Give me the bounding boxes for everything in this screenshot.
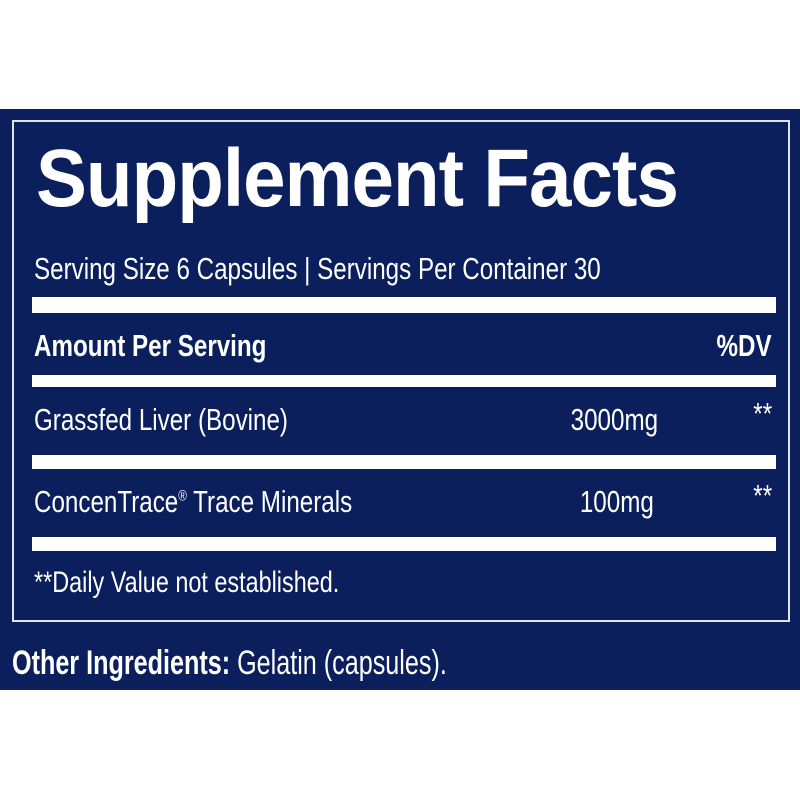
serving-info: Serving Size 6 Capsules | Servings Per C… — [34, 251, 601, 286]
ingredient-name: ConcenTrace® Trace Minerals — [34, 484, 353, 519]
page-title: Supplement Facts — [36, 133, 679, 224]
amount-per-serving-label: Amount Per Serving — [34, 328, 267, 363]
divider — [32, 537, 776, 551]
other-ingredients-label: Other Ingredients: — [12, 644, 231, 682]
divider — [32, 455, 776, 469]
ingredient-amount: 100mg — [580, 484, 654, 519]
footnote: **Daily Value not established. — [34, 566, 340, 599]
divider-thick — [32, 297, 776, 313]
divider — [32, 375, 776, 387]
other-ingredients-value: Gelatin (capsules). — [230, 644, 447, 682]
other-ingredients: Other Ingredients: Gelatin (capsules). — [12, 644, 447, 683]
ingredient-name: Grassfed Liver (Bovine) — [34, 402, 288, 437]
ingredient-amount: 3000mg — [570, 402, 658, 437]
dv-label: %DV — [716, 328, 772, 363]
ingredient-dv: ** — [753, 478, 772, 513]
ingredient-dv: ** — [753, 396, 772, 431]
facts-border — [12, 120, 790, 622]
supplement-facts-panel — [0, 109, 800, 690]
